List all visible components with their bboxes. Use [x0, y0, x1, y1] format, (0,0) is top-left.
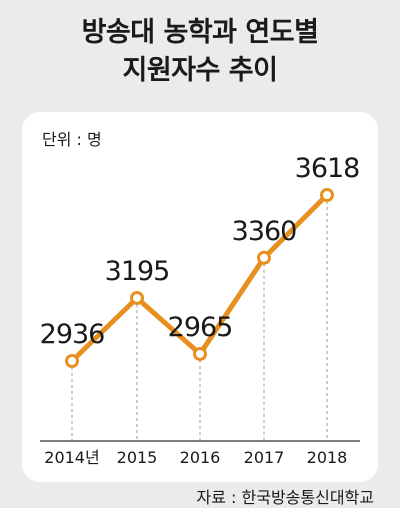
title-line-1: 방송대 농학과 연도별 — [81, 17, 319, 48]
unit-label: 단위 : 명 — [42, 130, 102, 149]
data-point — [130, 290, 144, 305]
data-label: 3360 — [232, 216, 297, 247]
data-point — [257, 250, 271, 265]
source-note: 자료 : 한국방송통신대학교 — [196, 488, 374, 507]
data-labels: 2936 3195 2965 3360 3618 — [40, 153, 361, 350]
data-label: 2965 — [168, 312, 233, 343]
data-label: 3195 — [105, 256, 170, 287]
x-tick-label: 2018 — [307, 448, 348, 467]
x-tick-label: 2017 — [244, 448, 285, 467]
x-tick-label: 2016 — [180, 448, 221, 467]
data-label: 3618 — [295, 153, 360, 184]
drop-lines — [71, 195, 328, 441]
chart-title: 방송대 농학과 연도별 지원자수 추이 — [0, 14, 400, 90]
x-tick-labels: 2014년 2015 2016 2017 2018 — [44, 448, 347, 467]
data-point — [65, 354, 79, 368]
data-label: 2936 — [40, 319, 105, 350]
data-points — [65, 188, 334, 368]
x-tick-label: 2014년 — [44, 448, 99, 467]
data-point — [320, 188, 334, 202]
x-tick-label: 2015 — [117, 448, 158, 467]
title-line-2: 지원자수 추이 — [122, 55, 278, 86]
data-point — [193, 346, 207, 361]
